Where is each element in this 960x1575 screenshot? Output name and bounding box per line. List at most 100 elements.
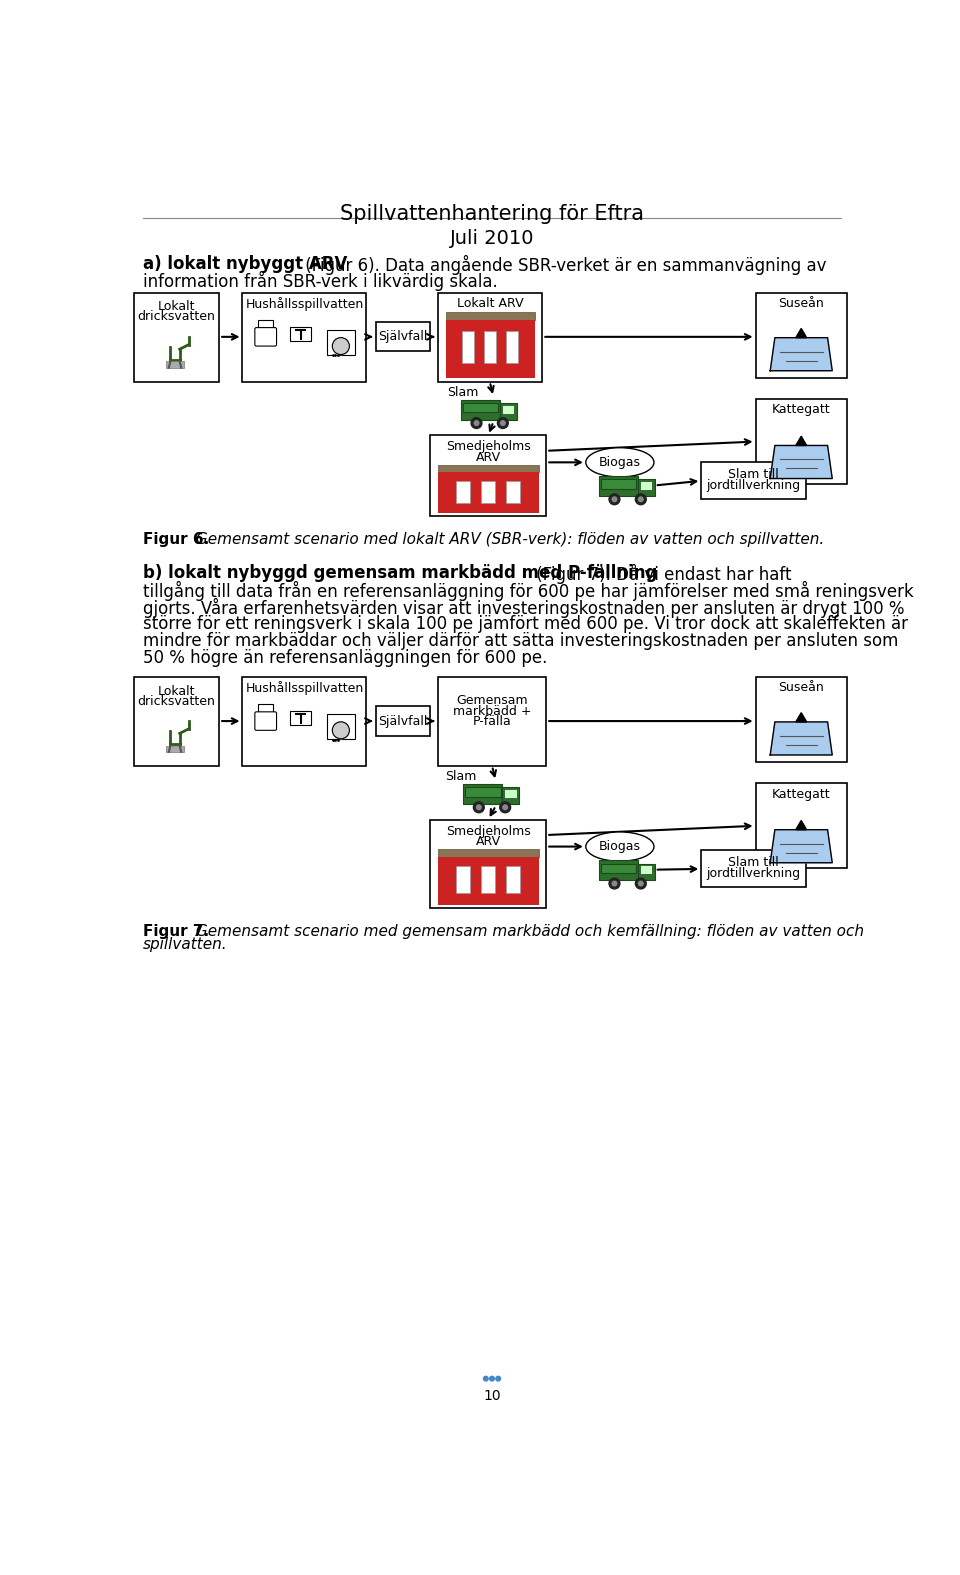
Text: Smedjeholms: Smedjeholms — [445, 441, 531, 454]
Circle shape — [503, 805, 508, 810]
Circle shape — [638, 882, 643, 885]
Bar — [481, 866, 495, 893]
Polygon shape — [796, 712, 806, 721]
Text: information från SBR-verk i likvärdig skala.: information från SBR-verk i likvärdig sk… — [143, 271, 498, 291]
Circle shape — [636, 495, 646, 504]
Polygon shape — [796, 329, 806, 337]
Circle shape — [638, 498, 643, 501]
Text: Hushållsspillvatten: Hushållsspillvatten — [246, 680, 364, 695]
Text: ARV: ARV — [475, 835, 501, 849]
Circle shape — [496, 1377, 500, 1381]
Bar — [506, 480, 520, 502]
Circle shape — [471, 417, 482, 428]
Bar — [430, 819, 546, 909]
Bar — [506, 866, 520, 893]
Circle shape — [609, 495, 620, 504]
Bar — [134, 677, 219, 765]
Bar — [445, 320, 535, 378]
Bar — [640, 865, 653, 874]
Text: a) lokalt nybyggt ARV: a) lokalt nybyggt ARV — [143, 255, 348, 272]
Text: Gemensamt scenario med gemensam markbädd och kemfällning: flöden av vatten och: Gemensamt scenario med gemensam markbädd… — [190, 923, 864, 939]
Polygon shape — [796, 821, 806, 830]
Text: jordtillverkning: jordtillverkning — [707, 866, 801, 880]
Bar — [438, 472, 539, 513]
Polygon shape — [770, 830, 832, 863]
Bar — [601, 863, 636, 873]
Bar — [756, 677, 847, 762]
Bar — [756, 293, 847, 378]
Text: Smedjeholms: Smedjeholms — [445, 825, 531, 838]
Bar — [502, 788, 519, 805]
Text: Kattegatt: Kattegatt — [772, 403, 830, 416]
Circle shape — [609, 879, 620, 888]
Bar — [258, 320, 274, 329]
Bar — [166, 362, 184, 367]
Bar — [375, 323, 430, 351]
Bar — [464, 784, 502, 805]
Text: större för ett reningsverk i skala 100 pe jämfört med 600 pe. Vi tror dock att s: större för ett reningsverk i skala 100 p… — [143, 614, 908, 633]
Bar — [462, 331, 474, 364]
Bar — [438, 293, 542, 381]
Text: Lokalt: Lokalt — [157, 301, 195, 313]
Polygon shape — [770, 446, 832, 479]
Circle shape — [612, 882, 616, 885]
Text: Slam till: Slam till — [729, 857, 779, 869]
Ellipse shape — [586, 447, 654, 477]
Bar — [438, 677, 546, 765]
Circle shape — [500, 421, 505, 425]
Bar — [701, 463, 805, 499]
Bar — [502, 405, 515, 414]
Text: Juli 2010: Juli 2010 — [449, 228, 535, 247]
FancyBboxPatch shape — [254, 328, 276, 346]
Circle shape — [476, 805, 481, 810]
Bar — [599, 476, 637, 496]
Circle shape — [490, 1377, 494, 1381]
Text: spillvatten.: spillvatten. — [143, 937, 228, 953]
Text: Slam: Slam — [445, 770, 477, 783]
Circle shape — [636, 879, 646, 888]
Circle shape — [500, 802, 511, 813]
Text: mindre för markbäddar och väljer därför att sätta investeringskostnaden per ansl: mindre för markbäddar och väljer därför … — [143, 632, 899, 650]
Bar — [601, 479, 636, 488]
Bar — [243, 293, 367, 381]
Text: Lokalt: Lokalt — [157, 685, 195, 698]
Text: (Figur 6). Data angående SBR-verket är en sammanvägning av: (Figur 6). Data angående SBR-verket är e… — [300, 255, 827, 276]
Circle shape — [473, 802, 484, 813]
Bar — [445, 312, 535, 320]
Text: gjorts. Våra erfarenhetsvärden visar att investeringskostnaden per ansluten är d: gjorts. Våra erfarenhetsvärden visar att… — [143, 598, 904, 617]
Bar — [456, 480, 469, 502]
Bar — [701, 850, 805, 887]
Text: (Figur 7). Då vi endast har haft: (Figur 7). Då vi endast har haft — [531, 564, 791, 584]
Text: Spillvattenhantering för Eftra: Spillvattenhantering för Eftra — [340, 205, 644, 224]
Bar — [438, 857, 539, 906]
Bar — [327, 329, 355, 354]
Text: Gemensamt scenario med lokalt ARV (SBR-verk): flöden av vatten och spillvatten.: Gemensamt scenario med lokalt ARV (SBR-v… — [190, 532, 824, 547]
Bar — [484, 331, 496, 364]
Bar — [327, 713, 355, 739]
Polygon shape — [770, 721, 832, 754]
Text: 50 % högre än referensanläggningen för 600 pe.: 50 % högre än referensanläggningen för 6… — [143, 649, 547, 666]
Polygon shape — [770, 337, 832, 370]
Bar — [756, 398, 847, 484]
Polygon shape — [796, 436, 806, 446]
Circle shape — [332, 721, 349, 739]
Bar — [290, 710, 311, 725]
Bar — [465, 788, 500, 797]
Circle shape — [474, 421, 479, 425]
Bar — [481, 480, 495, 502]
Text: Hushållsspillvatten: Hushållsspillvatten — [246, 296, 364, 310]
Bar — [500, 403, 516, 421]
FancyBboxPatch shape — [254, 712, 276, 731]
Bar — [166, 745, 184, 751]
Bar — [463, 403, 498, 413]
Text: P-fälla: P-fälla — [472, 715, 512, 728]
Bar — [599, 860, 637, 880]
Text: Biogas: Biogas — [599, 455, 641, 469]
Bar — [461, 400, 500, 421]
Bar — [375, 707, 430, 736]
Text: Kattegatt: Kattegatt — [772, 788, 830, 800]
Bar — [456, 866, 469, 893]
Text: tillgång till data från en referensanläggning för 600 pe har jämförelser med små: tillgång till data från en referensanläg… — [143, 581, 914, 602]
Text: Gemensam: Gemensam — [456, 693, 528, 707]
Text: 10: 10 — [483, 1389, 501, 1403]
